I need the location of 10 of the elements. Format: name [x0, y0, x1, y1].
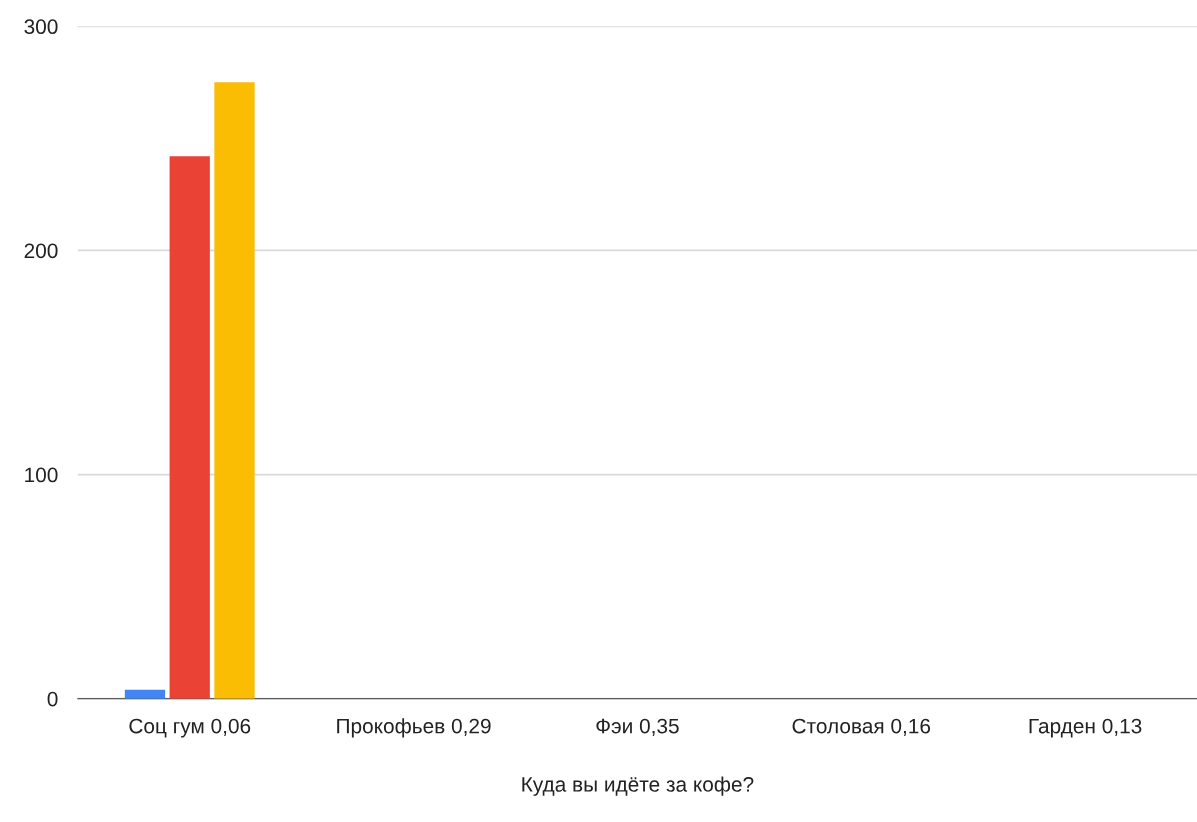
y-tick-label: 0 [47, 691, 58, 707]
x-tick-label: Гарден 0,13 [1029, 718, 1142, 738]
y-tick-label: 300 [24, 19, 58, 35]
x-tick-label: Столовая 0,16 [792, 718, 931, 736]
x-tick-label: Фэи 0,35 [596, 718, 679, 736]
y-tick-label: 200 [24, 243, 58, 259]
y-tick-label: 100 [25, 467, 58, 483]
x-axis-title: Куда вы идёте за кофе? [522, 776, 754, 796]
x-tick-label: Прокофьев 0,29 [337, 718, 491, 738]
x-tick-label: Соц гум 0,06 [129, 718, 251, 738]
